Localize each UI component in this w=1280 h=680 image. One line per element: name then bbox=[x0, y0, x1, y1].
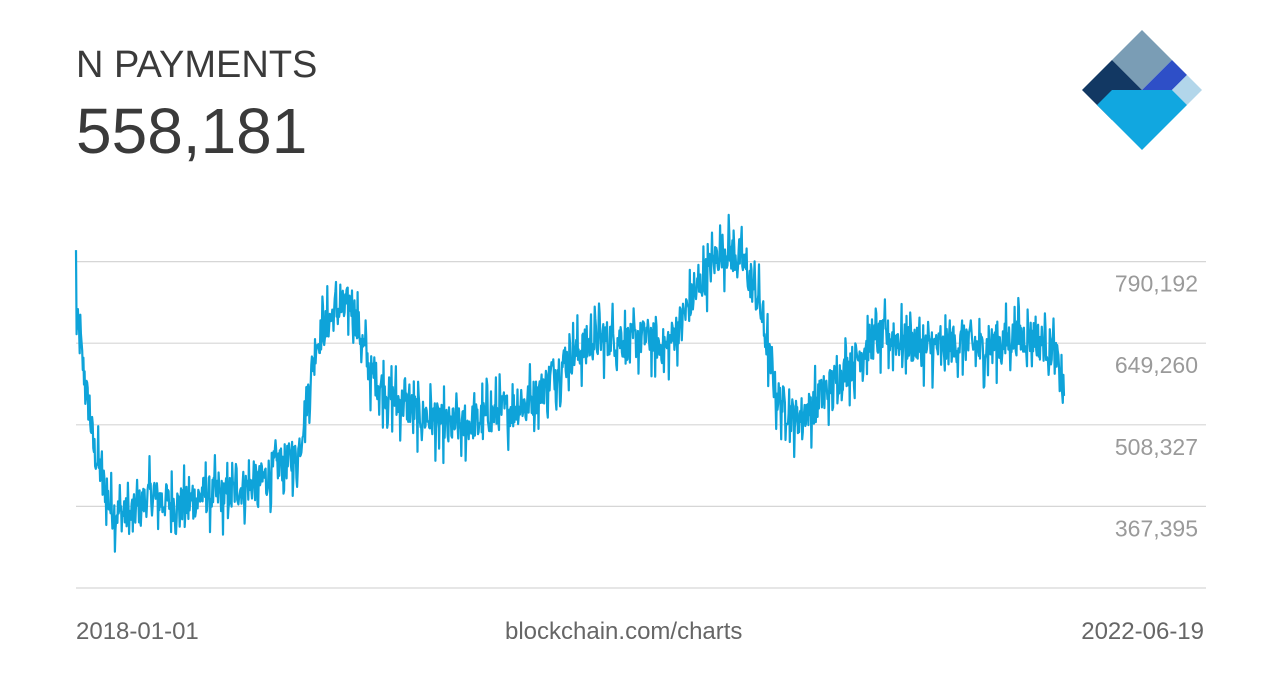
logo-bottom-tile bbox=[1097, 90, 1187, 150]
y-tick-label: 508,327 bbox=[1115, 434, 1198, 460]
start-date-label: 2018-01-01 bbox=[76, 618, 199, 645]
current-value: 558,181 bbox=[76, 95, 308, 167]
blockchain-logo-icon bbox=[1082, 30, 1202, 150]
series-line bbox=[74, 213, 1066, 553]
source-link[interactable]: blockchain.com/charts bbox=[505, 618, 743, 645]
y-tick-label: 790,192 bbox=[1115, 271, 1198, 297]
end-date-label: 2022-06-19 bbox=[1081, 618, 1204, 645]
y-axis-ticks: 790,192 649,260 508,327 367,395 bbox=[1115, 271, 1198, 542]
metric-name: N PAYMENTS bbox=[76, 44, 318, 86]
y-tick-label: 367,395 bbox=[1115, 515, 1198, 541]
y-tick-label: 649,260 bbox=[1115, 352, 1198, 378]
grid-lines bbox=[76, 260, 1206, 589]
payments-series-line bbox=[74, 213, 1066, 553]
